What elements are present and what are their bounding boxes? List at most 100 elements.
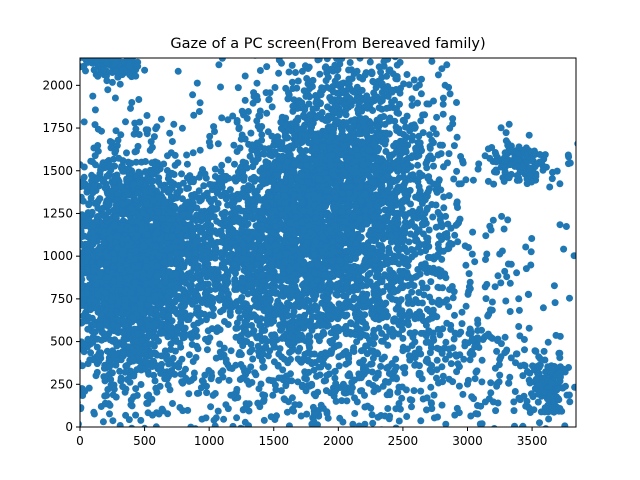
- scatter-point: [241, 72, 249, 80]
- scatter-point: [85, 216, 93, 224]
- scatter-point: [87, 349, 95, 357]
- scatter-point: [443, 61, 451, 69]
- scatter-point: [365, 146, 373, 154]
- scatter-point: [394, 164, 402, 172]
- scatter-point: [358, 225, 366, 233]
- scatter-point: [394, 215, 401, 223]
- scatter-point: [84, 266, 92, 274]
- scatter-point: [97, 311, 105, 319]
- scatter-point: [386, 204, 394, 212]
- scatter-point: [455, 180, 463, 188]
- scatter-point: [88, 208, 96, 216]
- scatter-point: [339, 87, 347, 95]
- scatter-point: [378, 244, 386, 251]
- scatter-point: [359, 161, 367, 169]
- scatter-point: [183, 151, 191, 159]
- scatter-point: [292, 69, 299, 76]
- scatter-point: [281, 132, 289, 140]
- scatter-point: [117, 374, 125, 382]
- scatter-point: [361, 258, 369, 265]
- scatter-point: [129, 355, 137, 363]
- scatter-point: [137, 381, 145, 388]
- scatter-point: [375, 117, 383, 125]
- scatter-point: [150, 133, 158, 141]
- scatter-point: [124, 275, 132, 283]
- scatter-point: [350, 116, 358, 124]
- scatter-point: [72, 280, 79, 287]
- scatter-point: [453, 133, 461, 141]
- scatter-point: [409, 132, 417, 140]
- scatter-point: [414, 161, 422, 169]
- scatter-point: [392, 139, 400, 147]
- scatter-point: [117, 265, 125, 273]
- scatter-point: [425, 100, 433, 108]
- scatter-point: [439, 110, 447, 118]
- scatter-point: [145, 331, 153, 339]
- scatter-point: [424, 426, 428, 427]
- scatter-point: [158, 360, 166, 368]
- scatter-point: [437, 150, 445, 158]
- scatter-point: [398, 205, 406, 213]
- scatter-point: [93, 343, 101, 351]
- scatter-point: [288, 78, 296, 86]
- scatter-point: [417, 90, 425, 98]
- scatter-point: [106, 235, 114, 243]
- scatter-point: [469, 176, 477, 184]
- scatter-point: [367, 178, 375, 185]
- scatter-point: [439, 100, 447, 108]
- scatter-point: [440, 163, 447, 171]
- scatter-point: [402, 123, 410, 131]
- scatter-point: [132, 385, 140, 393]
- scatter-point: [319, 143, 327, 151]
- scatter-point: [110, 277, 118, 285]
- scatter-point: [80, 281, 86, 289]
- scatter-point: [115, 299, 123, 307]
- scatter-point: [113, 244, 121, 252]
- scatter-point: [426, 131, 434, 139]
- scatter-point: [123, 149, 130, 157]
- scatter-point: [346, 59, 354, 66]
- scatter-point: [265, 96, 273, 104]
- scatter-point: [105, 274, 112, 281]
- scatter-point: [80, 348, 88, 356]
- scatter-point: [153, 123, 161, 131]
- scatter-point: [388, 98, 396, 106]
- scatter-point: [187, 423, 195, 427]
- scatter-point: [379, 175, 387, 183]
- scatter-point: [178, 124, 186, 132]
- scatter-point: [80, 248, 83, 256]
- scatter-point: [72, 274, 79, 281]
- scatter-point: [80, 161, 84, 169]
- scatter-point: [96, 195, 104, 203]
- scatter-point: [102, 331, 109, 339]
- scatter-point: [99, 160, 107, 168]
- scatter-point: [312, 99, 320, 107]
- scatter-point: [124, 189, 132, 197]
- scatter-point: [268, 132, 276, 140]
- scatter-point: [247, 129, 255, 137]
- scatter-point: [388, 88, 396, 96]
- scatter-point: [131, 148, 139, 156]
- scatter-point: [119, 383, 127, 391]
- scatter-point: [440, 204, 448, 212]
- scatter-point: [80, 302, 86, 309]
- scatter-point: [72, 217, 79, 224]
- scatter-point: [72, 195, 79, 202]
- scatter-point: [415, 183, 423, 190]
- scatter-point: [393, 105, 400, 113]
- scatter-point: [253, 79, 261, 87]
- scatter-point: [144, 126, 152, 134]
- scatter-point: [298, 148, 306, 156]
- scatter-point: [285, 68, 293, 76]
- scatter-point: [289, 102, 297, 110]
- scatter-point: [324, 103, 331, 111]
- scatter-point: [91, 275, 99, 283]
- scatter-point: [122, 118, 129, 126]
- scatter-point: [235, 124, 243, 132]
- scatter-point: [342, 106, 350, 114]
- scatter-point: [129, 314, 137, 322]
- scatter-point: [157, 115, 165, 123]
- scatter-point: [193, 79, 201, 87]
- scatter-point: [80, 240, 84, 248]
- scatter-point: [418, 220, 426, 228]
